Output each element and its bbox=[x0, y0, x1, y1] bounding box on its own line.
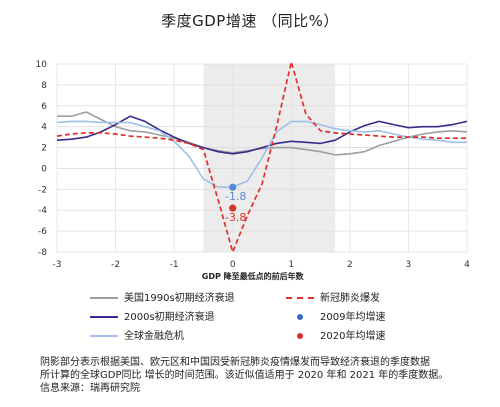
legend-item: 2020年均增速 bbox=[286, 330, 385, 344]
x-tick-label: 3 bbox=[406, 260, 412, 270]
chart-footnote: 阴影部分表示根据美国、欧元区和中国因受新冠肺炎疫情爆发而导致经济衰退的季度数据 … bbox=[40, 356, 496, 395]
footnote-source: 信息来源：瑞再研究院 bbox=[40, 383, 140, 394]
x-tick-label: 1 bbox=[288, 260, 294, 270]
y-tick-label: 0 bbox=[41, 164, 47, 174]
x-tick-label: 4 bbox=[464, 260, 470, 270]
series-line-1 bbox=[56, 115, 468, 155]
y-tick-label: 2 bbox=[41, 144, 47, 154]
legend-label: 2020年均增速 bbox=[320, 331, 386, 342]
highlight-point-label-0: -1.8 bbox=[225, 190, 246, 203]
y-tick-label: 8 bbox=[41, 81, 47, 91]
legend-item: 新冠肺炎爆发 bbox=[286, 292, 380, 306]
legend-label: 美国1990s初期经济衰退 bbox=[124, 293, 235, 304]
line-chart: 10 8 6 4 2 0 -2 -4 -6 -8 -3 -2 -1 0 1 2 3 4 GDP 降至最低点的前后年数… bbox=[36, 60, 471, 281]
chart-title: 季度GDP增速 （同比%） bbox=[161, 12, 339, 30]
series-line-0 bbox=[57, 111, 468, 156]
y-tick-label: -2 bbox=[38, 185, 47, 195]
legend-item: 2000s初期经济衰退 bbox=[90, 311, 215, 325]
legend-line-swatch bbox=[90, 297, 118, 299]
x-tick-label: -2 bbox=[111, 260, 120, 270]
series-line-3 bbox=[56, 61, 467, 253]
legend-line-swatch bbox=[286, 297, 314, 299]
footnote-line-1: 阴影部分表示根据美国、欧元区和中国因受新冠肺炎疫情爆发而导致经济衰退的季度数据 bbox=[40, 357, 430, 368]
y-tick-label: -4 bbox=[38, 206, 47, 216]
legend-label: 全球金融危机 bbox=[124, 331, 184, 342]
highlight-point-label-1: -3.8 bbox=[225, 211, 246, 224]
y-tick-label: 6 bbox=[41, 102, 47, 112]
legend-item: 全球金融危机 bbox=[90, 330, 184, 344]
legend-dot-swatch bbox=[297, 314, 303, 320]
legend-dot-swatch bbox=[297, 333, 303, 339]
legend-item: 2009年均增速 bbox=[286, 311, 385, 325]
highlight-point-0 bbox=[229, 183, 237, 191]
legend-label: 2000s初期经济衰退 bbox=[124, 312, 215, 323]
legend-line-swatch bbox=[90, 316, 118, 318]
x-tick-label: -1 bbox=[170, 260, 179, 270]
y-tick-label: 4 bbox=[41, 123, 47, 133]
x-axis-label: GDP 降至最低点的前后年数 bbox=[202, 271, 305, 281]
x-tick-label: 0 bbox=[230, 260, 236, 270]
highlight-point-1 bbox=[229, 204, 237, 212]
x-tick-label: -3 bbox=[53, 260, 62, 270]
legend-item: 美国1990s初期经济衰退 bbox=[90, 292, 235, 306]
y-tick-label: -8 bbox=[38, 248, 47, 258]
legend-line-swatch bbox=[90, 335, 118, 337]
x-tick-label: 2 bbox=[347, 260, 353, 270]
y-tick-label: 10 bbox=[36, 60, 48, 70]
footnote-line-2: 所计算的全球GDP同比 增长的时间范围。该近似值适用于 2020 年和 2021… bbox=[40, 370, 449, 381]
legend-label: 新冠肺炎爆发 bbox=[320, 293, 380, 304]
legend-label: 2009年均增速 bbox=[320, 312, 386, 323]
series-line-2 bbox=[56, 120, 467, 188]
y-tick-label: -6 bbox=[38, 227, 47, 237]
